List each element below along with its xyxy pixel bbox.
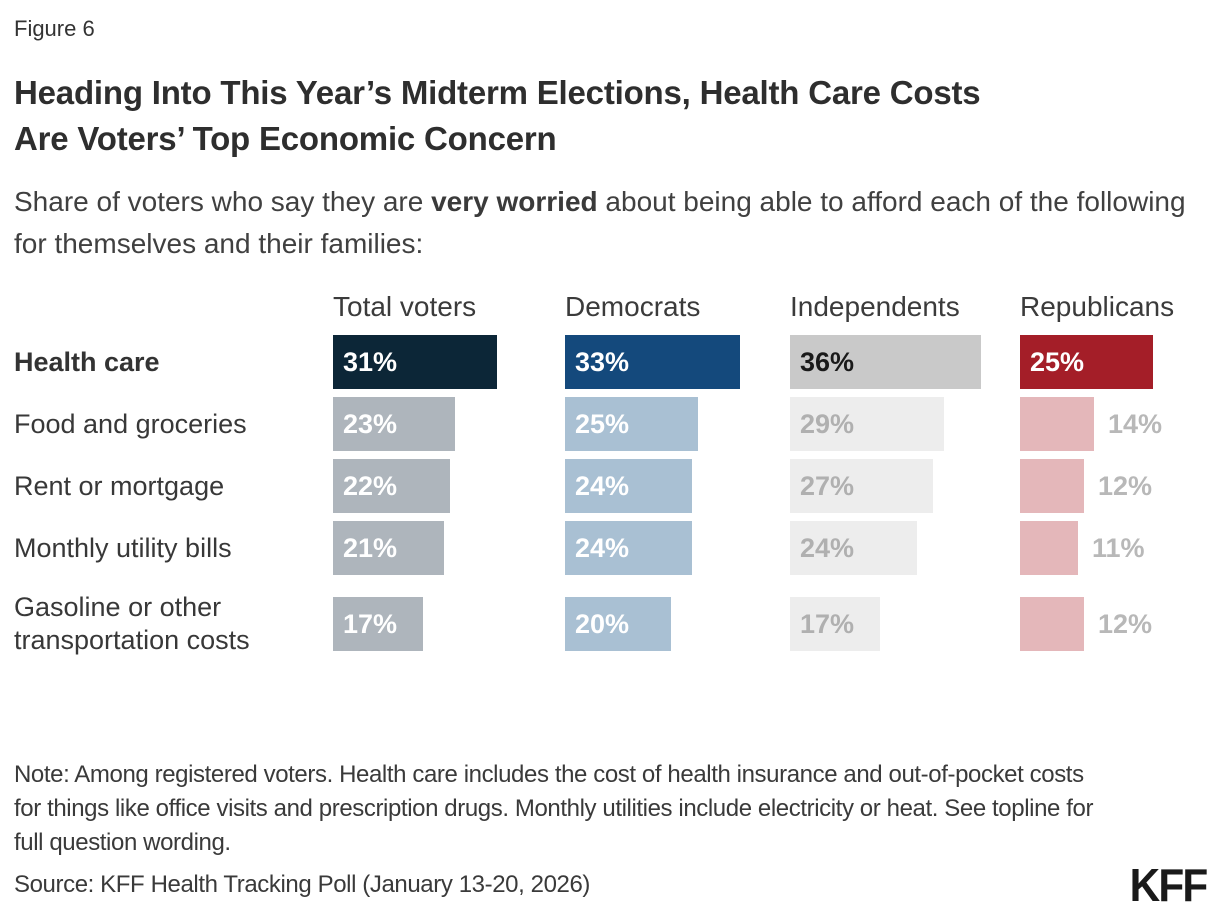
- bar-value-label: 24%: [575, 470, 630, 501]
- bar: [1020, 397, 1094, 452]
- bar-value-label: 14%: [1108, 408, 1163, 439]
- bar: 23%: [333, 397, 455, 452]
- bar: 22%: [333, 459, 450, 514]
- bar: 24%: [790, 521, 917, 576]
- bar-value-label: 12%: [1098, 470, 1153, 501]
- kff-logo: KFF: [1129, 859, 1208, 910]
- bar-cell: 27%: [790, 459, 1020, 514]
- bar-value-label: 20%: [575, 608, 630, 639]
- bar-value-label: 21%: [343, 532, 398, 563]
- chart-title-line2: Are Voters’ Top Economic Concern: [14, 119, 557, 157]
- chart-subtitle: Share of voters who say they are very wo…: [14, 181, 1194, 265]
- bar: 17%: [790, 597, 880, 651]
- source-row: Source: KFF Health Tracking Poll (Januar…: [14, 859, 1208, 910]
- chart-title-line1: Heading Into This Year’s Midterm Electio…: [14, 74, 981, 111]
- bar: 20%: [565, 597, 671, 651]
- bar: 25%: [565, 397, 698, 452]
- bar: [1020, 597, 1084, 651]
- bar-cell: 29%: [790, 397, 1020, 452]
- chart-row: Food and groceries 23% 25% 29% 14%: [14, 397, 1206, 452]
- column-header-democrats: Democrats: [565, 291, 701, 323]
- row-label: Gasoline or other transportation costs: [14, 592, 250, 655]
- chart-row: Rent or mortgage 22% 24% 27% 12%: [14, 459, 1206, 514]
- chart-row: Gasoline or other transportation costs 17…: [14, 591, 1206, 657]
- bar-cell: 31%: [333, 335, 565, 390]
- note-text: Note: Among registered voters. Health ca…: [14, 761, 1094, 857]
- chart-row: Monthly utility bills 21% 24% 24% 11%: [14, 521, 1206, 576]
- bar: 33%: [565, 335, 740, 390]
- bar: 36%: [790, 335, 981, 390]
- column-header-row: Total voters Democrats Independents Repu…: [14, 291, 1206, 325]
- bar-value-label: 17%: [800, 608, 855, 639]
- bar: 21%: [333, 521, 444, 576]
- subtitle-prefix: Share of voters who say they are: [14, 186, 432, 218]
- row-label: Rent or mortgage: [14, 470, 225, 501]
- bar-cell: 25%: [565, 397, 790, 452]
- bar-value-label: 36%: [800, 346, 855, 377]
- column-header-republicans: Republicans: [1020, 291, 1175, 323]
- bar-cell: 24%: [565, 459, 790, 514]
- bar-cell: 17%: [790, 597, 1020, 651]
- bar: 29%: [790, 397, 944, 452]
- bar-cell: 23%: [333, 397, 565, 452]
- bar: 24%: [565, 521, 692, 576]
- bar-cell: 36%: [790, 335, 1020, 390]
- bar-cell: 11%: [1020, 521, 1210, 576]
- subtitle-suffix: about being able to afford each of the f…: [14, 186, 1186, 260]
- bar-cell: 22%: [333, 459, 565, 514]
- column-header-total-voters: Total voters: [333, 291, 477, 323]
- bar: 31%: [333, 335, 497, 390]
- chart-row: Health care 31% 33% 36% 25%: [14, 335, 1206, 390]
- bar-cell: 24%: [790, 521, 1020, 576]
- bar: 27%: [790, 459, 933, 514]
- bar-chart: Total voters Democrats Independents Repu…: [14, 291, 1206, 657]
- row-label: Health care: [14, 346, 160, 377]
- bar-cell: 12%: [1020, 597, 1210, 651]
- bar-cell: 25%: [1020, 335, 1210, 390]
- bar-value-label: 27%: [800, 470, 855, 501]
- bar-value-label: 24%: [800, 532, 855, 563]
- bar-value-label: 22%: [343, 470, 398, 501]
- bar-value-label: 23%: [343, 408, 398, 439]
- bar-cell: 21%: [333, 521, 565, 576]
- bar-cell: 17%: [333, 597, 565, 651]
- bar-cell: 12%: [1020, 459, 1210, 514]
- row-label: Monthly utility bills: [14, 532, 232, 563]
- bar-value-label: 25%: [1030, 346, 1085, 377]
- bar-value-label: 29%: [800, 408, 855, 439]
- bar-value-label: 11%: [1092, 532, 1145, 563]
- bar: [1020, 521, 1078, 576]
- bar: 24%: [565, 459, 692, 514]
- bar: [1020, 459, 1084, 514]
- bar-cell: 20%: [565, 597, 790, 651]
- column-header-independents: Independents: [790, 291, 960, 323]
- bar-value-label: 17%: [343, 608, 398, 639]
- bar-value-label: 12%: [1098, 608, 1153, 639]
- chart-rows: Health care 31% 33% 36% 25% Food and grocerie…: [14, 335, 1206, 657]
- source-text: Source: KFF Health Tracking Poll (Januar…: [14, 871, 591, 898]
- bar-value-label: 24%: [575, 532, 630, 563]
- bar-cell: 33%: [565, 335, 790, 390]
- bar-cell: 14%: [1020, 397, 1210, 452]
- bar-value-label: 25%: [575, 408, 630, 439]
- bar-value-label: 31%: [343, 346, 398, 377]
- figure-label: Figure 6: [14, 16, 95, 41]
- bar-value-label: 33%: [575, 346, 630, 377]
- chart-title: Heading Into This Year’s Midterm Electio…: [14, 70, 1206, 161]
- row-label: Food and groceries: [14, 408, 247, 439]
- bar: 25%: [1020, 335, 1153, 390]
- bar-cell: 24%: [565, 521, 790, 576]
- subtitle-emphasis: very worried: [431, 186, 598, 218]
- bar: 17%: [333, 597, 423, 651]
